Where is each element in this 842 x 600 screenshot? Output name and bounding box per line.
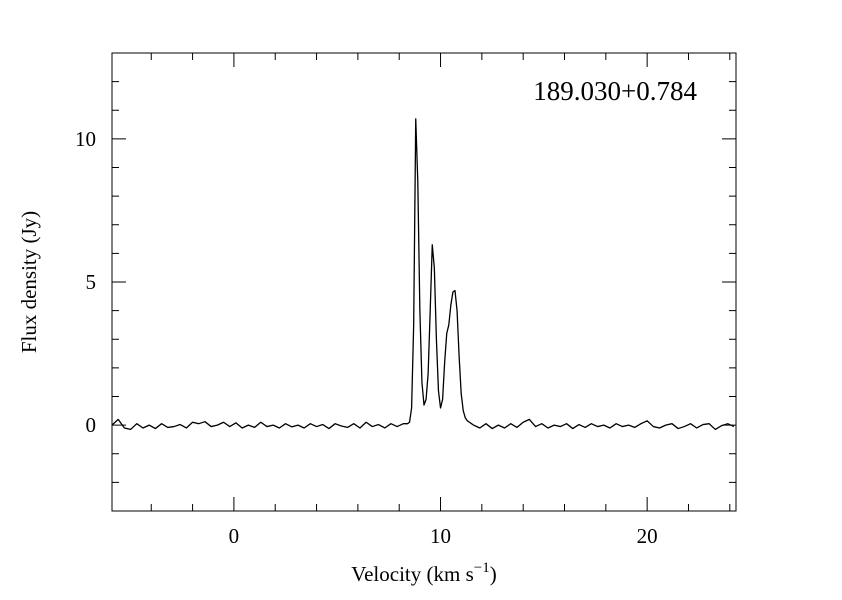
spectrum-line (111, 118, 735, 431)
y-tick-label: 5 (86, 270, 97, 294)
x-tick-label: 10 (430, 524, 451, 548)
x-label-main: Velocity (km s (351, 562, 473, 586)
x-tick-label: 20 (637, 524, 658, 548)
plot-frame (111, 52, 737, 512)
x-label-end: ) (490, 562, 497, 586)
annotation: 189.030+0.784 (533, 76, 697, 106)
y-tick-label: 0 (86, 413, 97, 437)
x-label-sup: −1 (474, 560, 490, 576)
x-axis-label: Velocity (km s−1) (351, 560, 496, 586)
x-tick-label: 0 (229, 524, 240, 548)
y-tick-label: 10 (75, 127, 96, 151)
y-axis-label: Flux density (Jy) (17, 211, 41, 353)
